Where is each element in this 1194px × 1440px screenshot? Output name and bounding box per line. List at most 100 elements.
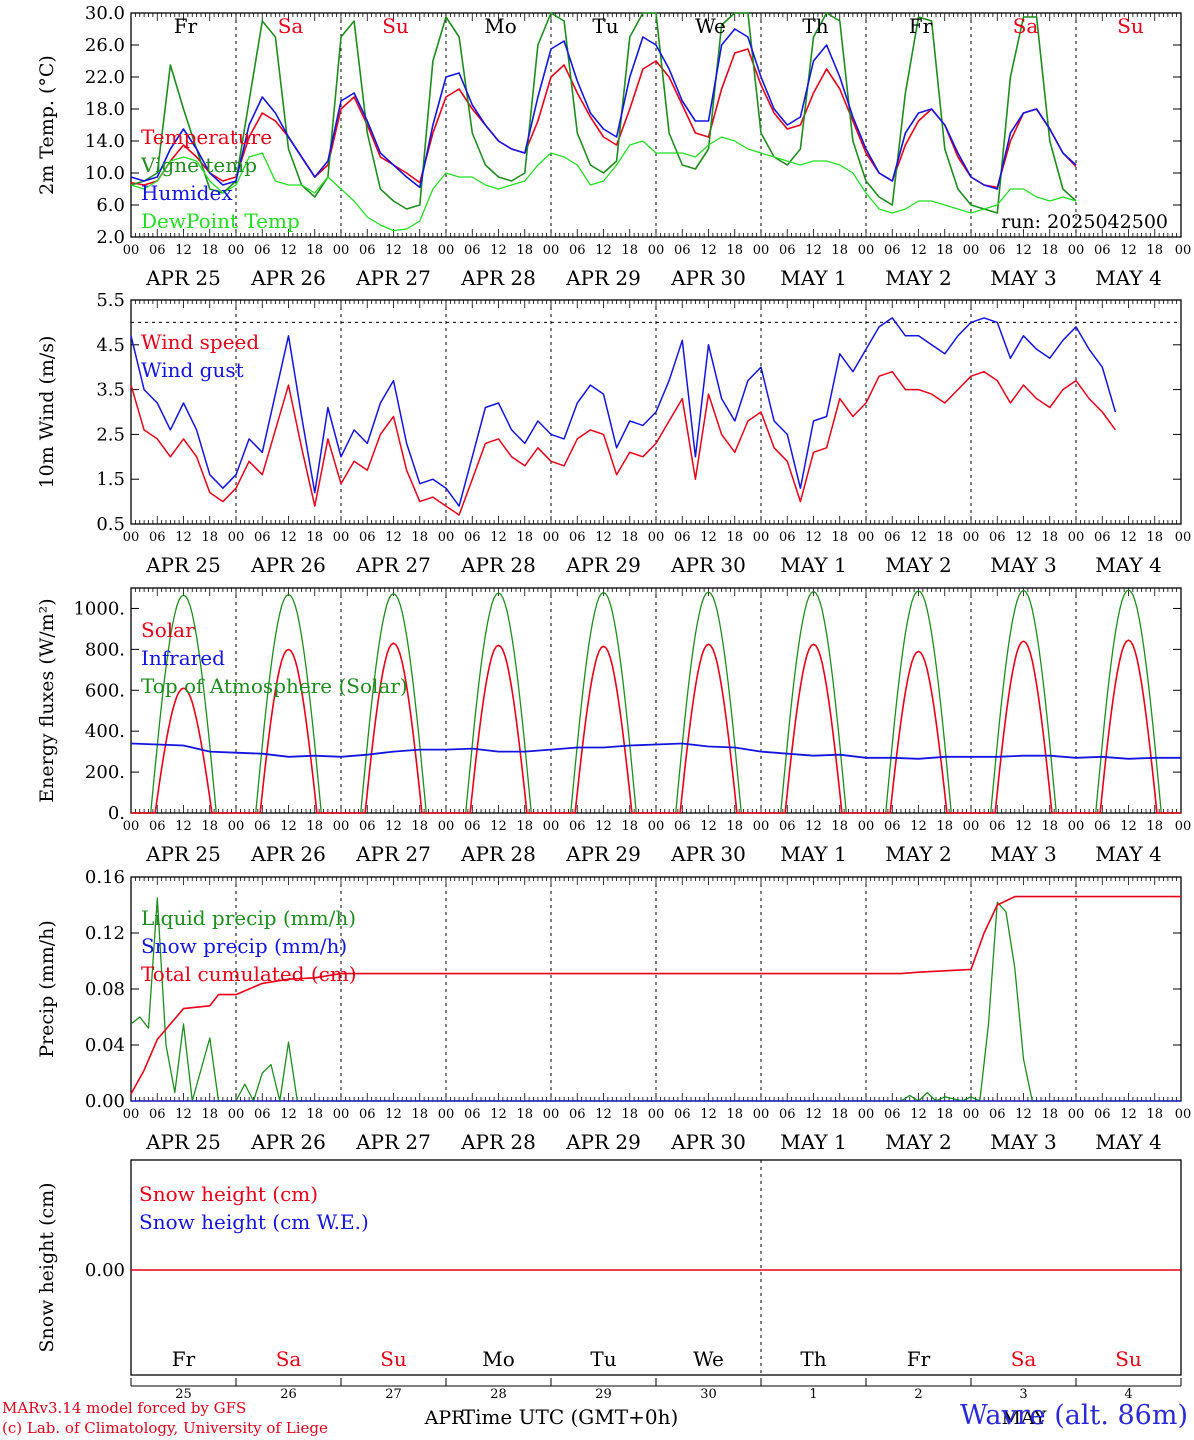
day-name: Sa	[278, 14, 304, 38]
x-hour-tick-label: 00	[438, 819, 455, 834]
day-name: Fr	[172, 1347, 196, 1371]
x-hour-tick-label: 12	[910, 1107, 927, 1122]
bottom-day-number: 30	[700, 1387, 717, 1402]
series-total-cumulated-cm	[130, 895, 1181, 1095]
x-hour-tick-label: 06	[989, 1107, 1006, 1122]
x-hour-tick-label: 18	[201, 530, 218, 545]
x-hour-tick-label: 00	[228, 530, 245, 545]
x-hour-tick-label: 06	[359, 819, 376, 834]
x-hour-tick-label: 12	[700, 530, 717, 545]
day-name: Fr	[907, 1347, 931, 1371]
x-hour-tick-label: 12	[1120, 819, 1137, 834]
x-hour-tick-label: 00	[333, 530, 350, 545]
x-hour-tick-label: 18	[936, 819, 953, 834]
x-hour-tick-label: 00	[1175, 819, 1192, 834]
x-date-label: APR 26	[250, 1130, 326, 1154]
model-credit: MARv3.14 model forced by GFS	[2, 1399, 247, 1417]
day-name: Tu	[590, 1347, 616, 1371]
x-hour-tick-label: 06	[359, 530, 376, 545]
x-hour-tick-label: 18	[1041, 530, 1058, 545]
y-axis-label: 10m Wind (m/s)	[36, 336, 58, 489]
y-tick-label: 14.0	[85, 131, 125, 152]
x-hour-tick-label: 12	[1015, 243, 1032, 258]
x-hour-tick-label: 18	[936, 530, 953, 545]
x-hour-tick-label: 18	[411, 243, 428, 258]
x-hour-tick-label: 12	[175, 1107, 192, 1122]
day-name: We	[693, 1347, 724, 1371]
x-hour-tick-label: 00	[333, 819, 350, 834]
x-date-label: APR 26	[250, 842, 326, 866]
x-hour-tick-label: 00	[753, 1107, 770, 1122]
x-hour-tick-label: 12	[175, 530, 192, 545]
station-name: Wavre (alt. 86m)	[960, 1400, 1188, 1431]
x-date-label: APR 29	[565, 553, 641, 577]
legend-wind-gust: Wind gust	[141, 358, 244, 382]
x-hour-tick-label: 00	[963, 819, 980, 834]
x-hour-tick-label: 12	[1015, 530, 1032, 545]
x-hour-tick-label: 06	[569, 243, 586, 258]
y-tick-label: 0.00	[85, 1091, 125, 1112]
x-hour-tick-label: 00	[648, 243, 665, 258]
x-hour-tick-label: 18	[621, 1107, 638, 1122]
x-date-label: APR 27	[355, 553, 431, 577]
x-date-label: APR 28	[460, 553, 536, 577]
x-hour-tick-label: 18	[306, 819, 323, 834]
x-hour-tick-label: 12	[595, 819, 612, 834]
x-hour-tick-label: 12	[805, 1107, 822, 1122]
x-hour-tick-label: 12	[595, 1107, 612, 1122]
day-name: We	[695, 14, 726, 38]
x-date-label: MAY 1	[780, 553, 846, 577]
x-hour-tick-label: 12	[910, 243, 927, 258]
x-date-label: APR 25	[145, 842, 221, 866]
y-axis-label: Energy fluxes (W/m²)	[36, 598, 58, 802]
x-hour-tick-label: 12	[280, 530, 297, 545]
bottom-day-number: 3	[1019, 1387, 1027, 1402]
x-hour-tick-label: 18	[306, 530, 323, 545]
x-hour-tick-label: 00	[753, 819, 770, 834]
legend-snow-height-cm: Snow height (cm)	[139, 1182, 318, 1206]
x-hour-tick-label: 06	[359, 1107, 376, 1122]
x-hour-tick-label: 12	[700, 1107, 717, 1122]
day-name: Su	[1115, 1347, 1142, 1371]
x-hour-tick-label: 06	[359, 243, 376, 258]
x-hour-tick-label: 12	[490, 243, 507, 258]
y-tick-label: 4.5	[96, 335, 125, 356]
x-hour-tick-label: 18	[1041, 1107, 1058, 1122]
x-hour-tick-label: 18	[621, 243, 638, 258]
x-hour-tick-label: 06	[254, 530, 271, 545]
x-date-label: APR 30	[670, 1130, 746, 1154]
x-hour-tick-label: 00	[753, 530, 770, 545]
y-tick-label: 0.5	[96, 514, 125, 535]
x-hour-tick-label: 18	[621, 819, 638, 834]
x-hour-tick-label: 06	[779, 819, 796, 834]
x-hour-tick-label: 18	[726, 819, 743, 834]
x-hour-tick-label: 06	[464, 819, 481, 834]
x-hour-tick-label: 00	[1175, 243, 1192, 258]
x-hour-tick-label: 12	[1120, 1107, 1137, 1122]
x-hour-tick-label: 18	[1146, 530, 1163, 545]
day-name: Tu	[592, 14, 618, 38]
series-liquid-precip-mm-h	[130, 897, 1181, 1102]
x-hour-tick-label: 00	[858, 530, 875, 545]
y-tick-label: 0.00	[85, 1260, 125, 1281]
x-hour-tick-label: 18	[411, 819, 428, 834]
x-date-label: APR 25	[145, 266, 221, 290]
x-hour-tick-label: 06	[149, 530, 166, 545]
x-hour-tick-label: 00	[543, 1107, 560, 1122]
day-name: Sa	[1013, 14, 1039, 38]
x-date-label: APR 27	[355, 1130, 431, 1154]
x-hour-tick-label: 06	[884, 1107, 901, 1122]
y-tick-label: 10.0	[85, 163, 125, 184]
x-hour-tick-label: 18	[516, 1107, 533, 1122]
y-tick-label: 18.0	[85, 99, 125, 120]
y-tick-label: 200.	[85, 762, 125, 783]
y-tick-label: 26.0	[85, 35, 125, 56]
x-hour-tick-label: 00	[543, 530, 560, 545]
series-vigne-temp	[130, 12, 1077, 214]
x-hour-tick-label: 00	[1175, 1107, 1192, 1122]
y-tick-label: 600.	[85, 680, 125, 701]
x-hour-tick-label: 06	[989, 243, 1006, 258]
x-hour-tick-label: 18	[306, 243, 323, 258]
x-hour-tick-label: 18	[936, 1107, 953, 1122]
x-hour-tick-label: 18	[516, 243, 533, 258]
